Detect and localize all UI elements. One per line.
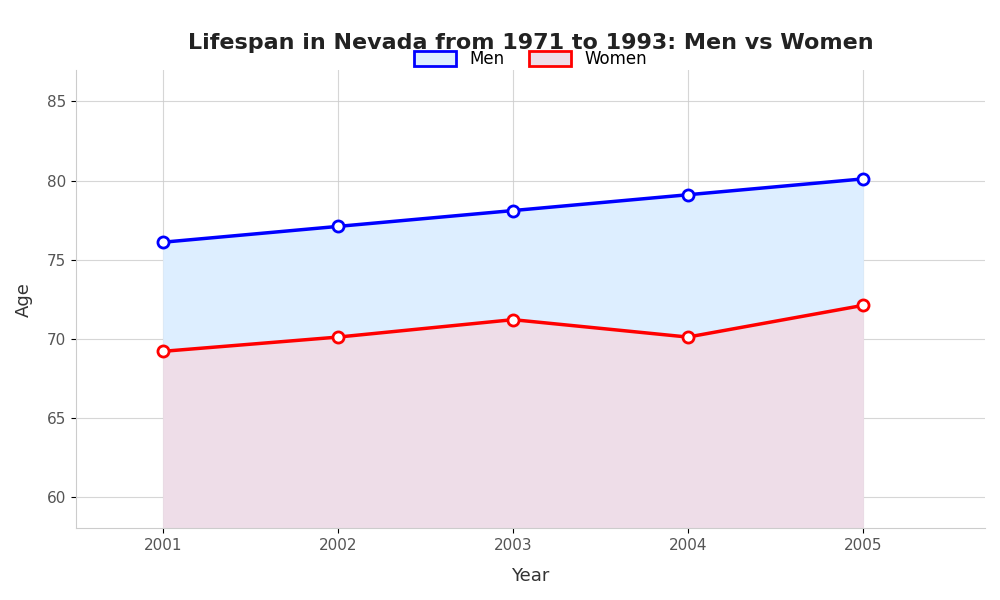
Title: Lifespan in Nevada from 1971 to 1993: Men vs Women: Lifespan in Nevada from 1971 to 1993: Me… xyxy=(188,33,873,53)
Y-axis label: Age: Age xyxy=(15,281,33,317)
Legend: Men, Women: Men, Women xyxy=(406,41,655,76)
X-axis label: Year: Year xyxy=(511,567,550,585)
